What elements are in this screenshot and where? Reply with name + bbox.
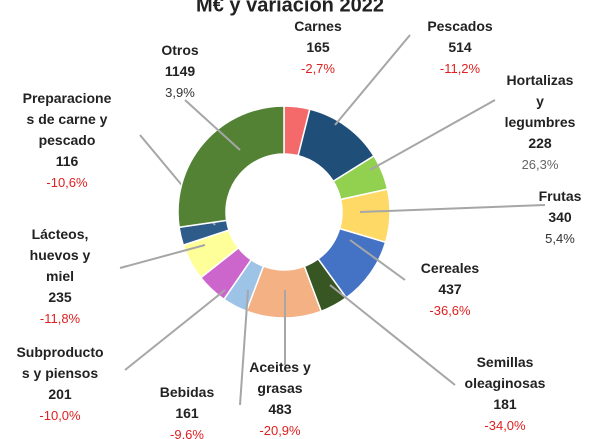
variation-label: -34,0%: [484, 418, 526, 433]
value-label: 116: [55, 153, 79, 169]
category-name: Bebidas: [159, 384, 215, 400]
value-label: 228: [528, 135, 552, 151]
category-name: Subproducto s y piensos: [16, 344, 104, 381]
variation-label: -10,6%: [46, 175, 88, 190]
value-label: 1149: [164, 63, 196, 79]
category-name: Aceites y grasas: [249, 359, 311, 396]
slice-label: Pescados 514 -11,2%: [427, 16, 492, 79]
donut-slice: [177, 105, 285, 229]
variation-label: -10,0%: [39, 408, 81, 423]
category-name: Frutas: [538, 188, 582, 204]
value-label: 235: [48, 289, 72, 305]
value-label: 483: [268, 401, 292, 417]
variation-label: -36,6%: [429, 303, 471, 318]
value-label: 340: [548, 209, 572, 225]
leader-line: [334, 34, 411, 126]
category-name: Semillas oleaginosas: [464, 354, 546, 391]
slice-label: Cereales 437 -36,6%: [421, 258, 479, 321]
value-label: 181: [493, 396, 517, 412]
leader-line: [124, 289, 226, 371]
leader-line: [329, 284, 456, 386]
leader-line: [369, 99, 496, 171]
variation-label: -2,7%: [301, 61, 335, 76]
value-label: 201: [48, 386, 72, 402]
variation-label: -11,2%: [439, 61, 481, 76]
slice-label: Frutas 340 5,4%: [539, 186, 582, 249]
leader-line: [184, 99, 241, 151]
slice-label: Lácteos, huevos y miel 235 -11,8%: [30, 224, 91, 329]
variation-label: 5,4%: [545, 231, 575, 246]
leader-line: [359, 204, 546, 213]
chart-title: M€ y variación 2022: [196, 0, 384, 16]
slice-label: Aceites y grasas 483 -20,9%: [249, 357, 310, 439]
leader-line: [239, 289, 249, 406]
category-name: Lácteos, huevos y miel: [29, 226, 91, 284]
category-name: Carnes: [294, 18, 342, 34]
variation-label: -20,9%: [259, 423, 301, 438]
leader-line: [119, 244, 206, 269]
variation-label: -11,8%: [39, 311, 81, 326]
leader-line: [349, 239, 406, 281]
variation-label: 26,3%: [521, 157, 559, 172]
slice-label: Preparacione s de carne y pescado 116 -10,…: [23, 88, 112, 193]
category-name: Pescados: [427, 18, 493, 34]
slice-label: Subproducto s y piensos 201 -10,0%: [16, 342, 103, 426]
variation-label: -9,6%: [170, 427, 204, 439]
slice-label: Hortalizas y legumbres 228 26,3%: [505, 70, 576, 175]
value-label: 161: [175, 405, 199, 421]
slice-label: Otros 1149 3,9%: [161, 40, 198, 103]
category-name: Hortalizas y legumbres: [504, 72, 576, 130]
category-name: Cereales: [420, 260, 480, 276]
slice-label: Semillas oleaginosas 181 -34,0%: [465, 352, 546, 436]
value-label: 165: [306, 39, 330, 55]
value-label: 514: [448, 39, 472, 55]
slice-label: Carnes 165 -2,7%: [294, 16, 341, 79]
slice-label: Bebidas 161 -9,6%: [160, 382, 214, 439]
category-name: Otros: [161, 42, 199, 58]
category-name: Preparacione s de carne y pescado: [22, 90, 112, 148]
value-label: 437: [438, 281, 462, 297]
variation-label: 3,9%: [165, 85, 195, 100]
